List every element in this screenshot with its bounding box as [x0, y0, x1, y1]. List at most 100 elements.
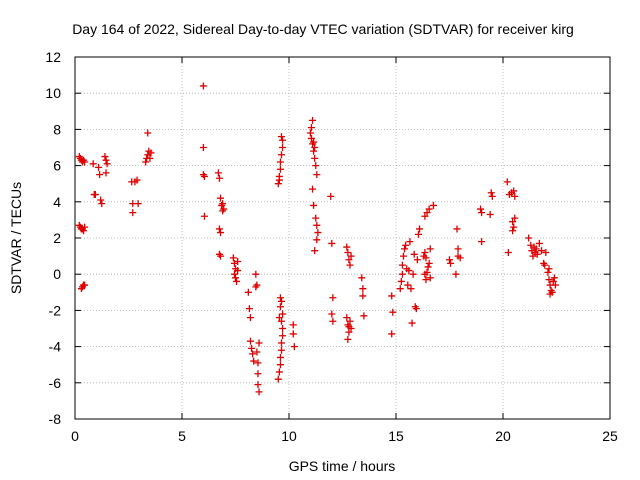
y-tick-label-2: 2 — [53, 230, 61, 246]
data-point-127 — [328, 310, 336, 318]
data-point-205 — [525, 234, 533, 242]
data-point-19 — [95, 163, 103, 171]
data-point-73 — [252, 270, 260, 278]
data-point-55 — [220, 205, 228, 213]
data-point-199 — [511, 192, 519, 200]
data-point-97 — [276, 158, 284, 166]
y-tick-label-8: 8 — [53, 121, 61, 137]
data-point-80 — [274, 375, 282, 383]
data-point-44 — [200, 212, 208, 220]
data-point-192 — [486, 210, 494, 218]
data-point-102 — [275, 176, 283, 184]
data-point-161 — [412, 305, 420, 313]
data-point-181 — [426, 274, 434, 282]
data-point-214 — [538, 247, 546, 255]
data-point-172 — [422, 276, 430, 284]
data-point-60 — [232, 274, 239, 282]
y-tick-label-0: 0 — [53, 266, 61, 282]
data-point-22 — [98, 200, 106, 208]
data-point-224 — [550, 274, 558, 282]
axis-tick-labels: 0 5 10 15 20 25 -8 -6 -4 -2 0 2 4 6 8 10 12 — [45, 49, 618, 444]
data-point-137 — [346, 317, 354, 325]
data-point-147 — [388, 330, 396, 338]
data-point-82 — [276, 361, 284, 369]
data-point-227 — [545, 265, 553, 273]
data-point-116 — [309, 116, 317, 124]
data-point-99 — [279, 144, 287, 151]
data-point-43 — [200, 172, 208, 180]
data-point-79 — [254, 359, 262, 367]
data-point-134 — [343, 314, 351, 322]
data-points — [75, 82, 559, 396]
x-axis-label: GPS time / hours — [289, 458, 396, 474]
data-point-193 — [487, 189, 495, 197]
data-point-61 — [233, 277, 241, 285]
data-point-16 — [89, 160, 97, 168]
y-axis-label: SDTVAR / TECUs — [8, 182, 24, 294]
data-point-163 — [414, 230, 422, 238]
data-point-159 — [408, 319, 416, 327]
data-point-5 — [81, 158, 89, 166]
y-tick-label--4: -4 — [49, 339, 62, 355]
data-point-145 — [388, 292, 396, 300]
data-point-51 — [217, 229, 225, 237]
y-tick-label-6: 6 — [53, 158, 61, 174]
data-point-144 — [360, 312, 368, 320]
data-point-177 — [421, 212, 429, 220]
data-point-113 — [312, 214, 320, 222]
data-point-190 — [478, 209, 486, 217]
y-tick-label--2: -2 — [49, 302, 62, 318]
data-point-84 — [278, 346, 286, 354]
data-point-90 — [276, 303, 284, 311]
data-point-109 — [310, 147, 318, 155]
data-point-132 — [346, 261, 354, 269]
x-tick-label-5: 5 — [178, 428, 186, 444]
x-tick-label-25: 25 — [602, 428, 618, 444]
data-point-24 — [102, 156, 110, 164]
data-point-225 — [551, 281, 559, 289]
data-point-85 — [278, 339, 286, 347]
data-point-174 — [424, 263, 432, 271]
chart-title: Day 164 of 2022, Sidereal Day-to-day VTE… — [72, 21, 574, 37]
data-point-146 — [389, 308, 397, 316]
data-point-130 — [344, 248, 352, 256]
data-point-83 — [276, 353, 284, 361]
data-point-212 — [533, 250, 541, 258]
data-point-106 — [306, 129, 314, 137]
data-point-31 — [133, 176, 141, 184]
data-point-56 — [229, 254, 237, 262]
data-point-211 — [532, 245, 540, 253]
data-point-86 — [279, 332, 287, 340]
data-point-117 — [307, 124, 315, 132]
data-point-37 — [146, 154, 154, 162]
data-point-219 — [545, 276, 553, 284]
data-point-53 — [217, 252, 225, 260]
data-point-15 — [81, 281, 89, 289]
data-point-129 — [343, 243, 351, 251]
data-point-70 — [250, 357, 258, 365]
data-point-50 — [215, 225, 223, 233]
data-point-88 — [278, 317, 286, 325]
data-point-131 — [345, 256, 353, 264]
data-point-25 — [103, 160, 111, 168]
data-point-148 — [396, 285, 404, 293]
data-point-216 — [541, 261, 549, 269]
data-point-169 — [421, 248, 429, 256]
x-tick-label-0: 0 — [71, 428, 79, 444]
data-point-170 — [422, 254, 430, 262]
data-point-39 — [144, 129, 152, 137]
data-point-26 — [102, 169, 110, 177]
data-point-81 — [275, 368, 283, 376]
data-point-142 — [359, 285, 367, 293]
data-point-11 — [81, 223, 89, 231]
data-point-59 — [230, 270, 238, 278]
data-point-167 — [410, 250, 418, 258]
data-point-10 — [80, 227, 88, 235]
data-point-125 — [328, 239, 336, 247]
data-point-141 — [358, 274, 366, 282]
x-tick-label-20: 20 — [495, 428, 511, 444]
data-point-133 — [347, 252, 355, 260]
data-point-89 — [279, 310, 287, 318]
data-point-96 — [276, 165, 284, 173]
